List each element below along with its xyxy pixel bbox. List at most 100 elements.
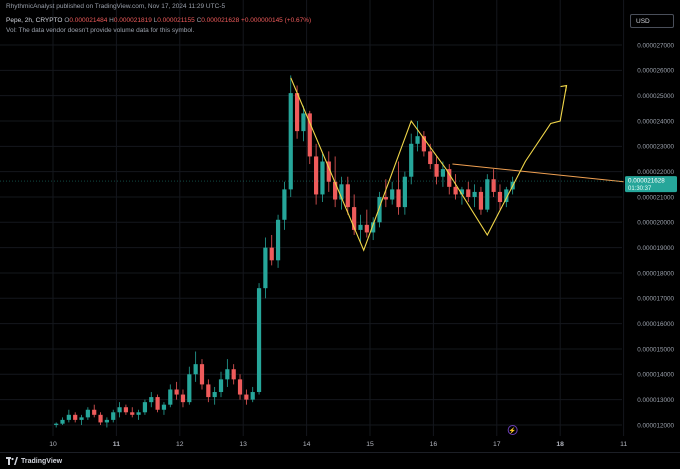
time-tick-label: 17 (493, 441, 501, 448)
candle-body (358, 224, 363, 230)
badge-price: 0.000021628 (628, 178, 665, 185)
pattern-projection-line (290, 77, 568, 252)
candle-body (371, 222, 376, 233)
open-value: 0.000021484 (69, 17, 108, 24)
price-tick-label: 0.000012000 (637, 422, 674, 429)
candle-body (174, 389, 179, 395)
chart-grid (0, 0, 625, 436)
candle-body (409, 143, 414, 177)
candle-body (466, 189, 471, 197)
candle-body (326, 161, 331, 182)
low-value: 0.000021155 (157, 17, 195, 24)
candle-body (104, 419, 109, 423)
time-tick-label: 13 (239, 441, 247, 448)
candle-body (472, 191, 477, 197)
candle-body (269, 247, 274, 261)
candle-body (282, 189, 287, 220)
candle-body (390, 189, 395, 200)
price-tick-label: 0.000022000 (637, 169, 674, 176)
candle-body (130, 412, 135, 415)
volume-note: Vol: The data vendor doesn't provide vol… (6, 27, 195, 34)
candle-body (123, 407, 129, 413)
candle-body (447, 169, 452, 187)
high-value: 0.000021819 (113, 17, 152, 24)
candle-body (187, 374, 192, 403)
candle-body (421, 136, 426, 152)
high-label: H (109, 17, 114, 24)
badge-box (625, 176, 677, 193)
currency-selector[interactable]: USD (630, 14, 674, 28)
price-tick-label: 0.000025000 (637, 93, 674, 100)
time-tick-label: 11 (620, 441, 627, 448)
price-tick-label: 0.000016000 (637, 321, 674, 328)
candle-body (485, 179, 490, 210)
close-label: C (196, 17, 202, 24)
candle-body (111, 412, 116, 420)
candle-body (244, 394, 249, 400)
candle-body (301, 113, 306, 132)
candle-body (459, 189, 465, 195)
candle-body (60, 419, 65, 424)
candle-body (256, 288, 262, 393)
candle-body (136, 412, 141, 415)
candle-body (352, 207, 357, 230)
time-tick-label: 15 (366, 441, 374, 448)
price-axis[interactable]: 0.000027000 0.000026000 0.000025000 0.00002… (637, 42, 674, 429)
candle-body (364, 224, 369, 233)
candle-body (377, 196, 382, 223)
candle-body (206, 384, 211, 398)
price-tick-label: 0.000024000 (637, 118, 674, 125)
candle-body (250, 392, 255, 400)
price-tick-label: 0.000020000 (637, 220, 674, 227)
badge-countdown: 01:30:37 (628, 186, 652, 192)
tradingview-icon (6, 457, 18, 465)
time-tick-label: 12 (176, 441, 184, 448)
candle-body (149, 397, 154, 403)
price-chart[interactable]: ⚡ 0.0000270000.0000260000.0000250000.000… (0, 0, 680, 452)
candle-body (434, 164, 439, 177)
drawing-overlays: ⚡ (290, 77, 624, 435)
candle-body (396, 189, 401, 208)
candle-body (307, 113, 312, 157)
candle-body (339, 184, 344, 200)
change-value: +0.000000145 (+0.67%) (241, 17, 312, 24)
candle-body (199, 364, 205, 385)
open-label: O (64, 17, 70, 24)
candle-body (79, 417, 84, 420)
close-value: 0.000021628 (201, 17, 240, 24)
candle-body (314, 156, 319, 195)
candle-body (98, 414, 103, 423)
lightning-icon: ⚡ (509, 427, 516, 435)
symbol-name[interactable]: Pepe, 2h, CRYPTO (6, 17, 63, 24)
price-tick-label: 0.000013000 (637, 397, 674, 404)
tradingview-logo[interactable]: TradingView (6, 457, 62, 465)
time-axis[interactable]: 10 11 12 13 14 15 16 17 18 11 (49, 441, 627, 448)
brand-name: TradingView (21, 457, 63, 465)
candle-body (73, 414, 78, 420)
candle-body (478, 191, 484, 210)
candle-body (155, 397, 160, 410)
candle-body (168, 389, 173, 405)
event-marker (507, 425, 518, 435)
time-tick-label: 11 (113, 441, 120, 448)
price-tick-label: 0.000015000 (637, 346, 674, 353)
candle-body (66, 414, 71, 420)
candle-body (225, 369, 230, 380)
pattern-arrow-head (560, 84, 568, 92)
candle-body (218, 379, 224, 393)
candle-body (193, 364, 198, 375)
candle-body (54, 423, 59, 425)
candle-body (275, 219, 281, 261)
time-tick-label: 14 (303, 441, 311, 448)
candle-body (453, 186, 458, 195)
price-tick-label: 0.000023000 (637, 144, 674, 151)
symbol-legend: Pepe, 2h, CRYPTO O0.000021484 H0.0000218… (6, 17, 311, 24)
candle-body (402, 176, 407, 208)
price-tick-label: 0.000014000 (637, 372, 674, 379)
candle-body (504, 189, 509, 203)
candle-body (440, 169, 446, 177)
candle-body (117, 407, 122, 413)
price-tick-label: 0.000026000 (637, 68, 674, 75)
candle-body (212, 392, 217, 398)
